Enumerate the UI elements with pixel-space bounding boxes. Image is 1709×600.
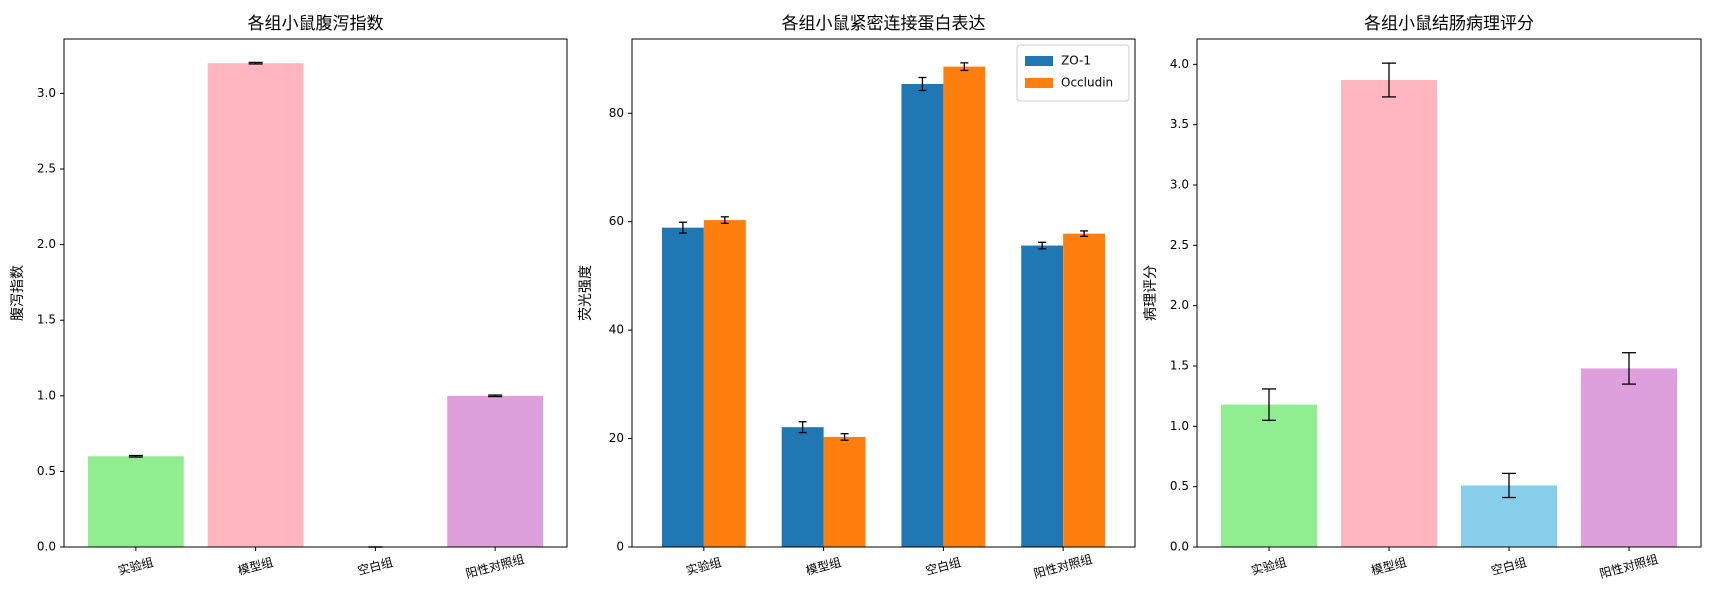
- y-tick-label: 0.0: [37, 540, 56, 554]
- plot-frame: [631, 38, 1136, 548]
- bar: [447, 395, 544, 547]
- bar: [703, 220, 746, 547]
- y-axis-label: 病理评分: [1143, 265, 1159, 321]
- bar: [823, 436, 866, 547]
- legend-swatch: [1025, 78, 1053, 88]
- bar: [1221, 404, 1317, 547]
- chart-title: 各组小鼠结肠病理评分: [1364, 14, 1534, 34]
- x-tick-label: 实验组: [116, 554, 155, 578]
- y-tick-label: 60: [609, 214, 624, 228]
- y-tick-label: 1.0: [1170, 419, 1189, 433]
- chart-title: 各组小鼠腹泻指数: [248, 14, 384, 34]
- y-tick-label: 3.5: [1170, 117, 1189, 131]
- y-tick-label: 1.5: [37, 313, 56, 327]
- y-tick-label: 4.0: [1170, 57, 1189, 71]
- y-tick-label: 0.5: [1170, 479, 1189, 493]
- y-tick-label: 0: [616, 540, 624, 554]
- x-tick-label: 空白组: [1489, 554, 1528, 578]
- bar: [661, 227, 704, 547]
- y-tick-label: 0.5: [37, 464, 56, 478]
- bar: [207, 63, 304, 547]
- y-tick-label: 2.0: [37, 237, 56, 251]
- x-tick-label: 模型组: [236, 555, 274, 578]
- legend-swatch: [1025, 56, 1053, 66]
- y-tick-label: 20: [609, 431, 624, 445]
- y-tick-label: 2.0: [1170, 298, 1189, 312]
- y-tick-label: 3.0: [37, 86, 56, 100]
- y-tick-label: 2.5: [1170, 238, 1189, 252]
- plot-frame: [1196, 38, 1702, 548]
- plot-frame: [63, 38, 568, 548]
- legend-label: Occludin: [1061, 76, 1113, 90]
- bar: [943, 66, 986, 547]
- x-tick-label: 阳性对照组: [464, 552, 526, 581]
- x-tick-label: 空白组: [924, 554, 963, 578]
- bar: [1581, 368, 1677, 547]
- y-tick-label: 1.0: [37, 388, 56, 402]
- bar: [901, 83, 944, 547]
- bar: [1341, 80, 1437, 548]
- y-axis-label: 腹泻指数: [9, 265, 26, 321]
- x-tick-label: 模型组: [1370, 555, 1408, 578]
- y-tick-label: 80: [609, 106, 624, 120]
- bar: [781, 427, 824, 547]
- bar: [1063, 233, 1106, 547]
- y-tick-label: 2.5: [37, 162, 56, 176]
- legend-label: ZO-1: [1061, 54, 1091, 68]
- y-tick-label: 3.0: [1170, 178, 1189, 192]
- x-tick-label: 空白组: [356, 554, 395, 578]
- y-tick-label: 0.0: [1170, 540, 1189, 554]
- y-tick-label: 1.5: [1170, 359, 1189, 373]
- x-tick-label: 实验组: [1249, 554, 1288, 578]
- chart-title: 各组小鼠紧密连接蛋白表达: [782, 14, 986, 34]
- x-tick-label: 阳性对照组: [1032, 552, 1094, 581]
- y-tick-label: 40: [609, 323, 624, 337]
- bar: [1021, 245, 1064, 547]
- bar: [87, 456, 184, 547]
- x-tick-label: 模型组: [804, 555, 842, 578]
- y-axis-label: 荧光强度: [577, 265, 594, 321]
- x-tick-label: 实验组: [684, 554, 723, 578]
- x-tick-label: 阳性对照组: [1598, 552, 1660, 581]
